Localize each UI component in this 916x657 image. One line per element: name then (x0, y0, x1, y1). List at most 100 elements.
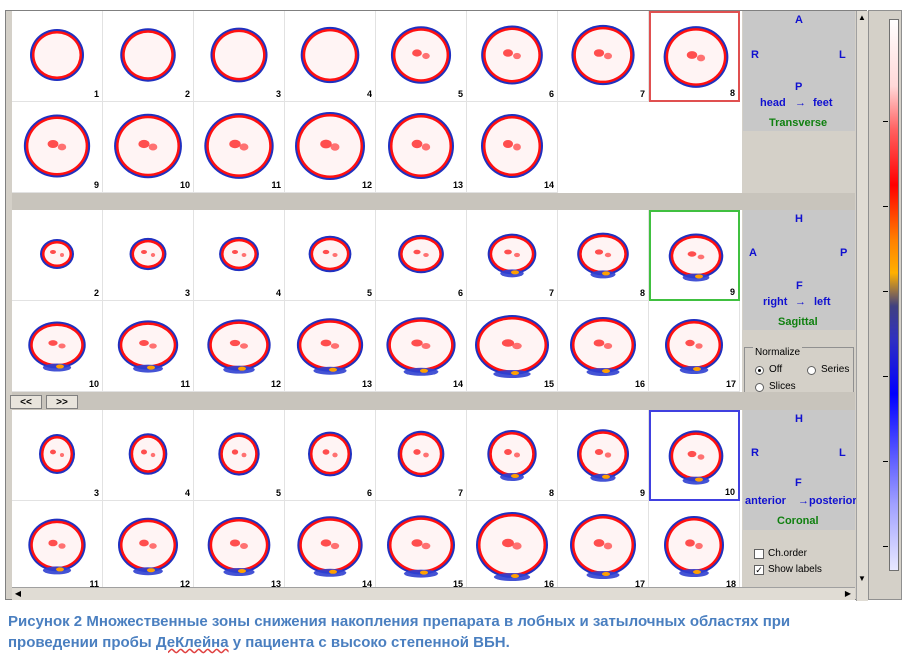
slice-number-label: 16 (543, 579, 554, 589)
color-scale-panel (868, 10, 902, 600)
slice-thumbnail[interactable]: 10 (649, 410, 740, 501)
slice-image (668, 233, 724, 282)
ch-order-label[interactable]: Ch.order (768, 548, 807, 559)
slice-thumbnail[interactable]: 13 (285, 301, 376, 392)
caption-line-2-end: у пациента с высоко степенной ВБН. (228, 634, 510, 651)
slice-thumbnail[interactable]: 17 (649, 301, 740, 392)
slice-image (207, 517, 271, 576)
slice-thumbnail[interactable]: 8 (558, 210, 649, 301)
slice-thumbnail[interactable]: 4 (103, 410, 194, 501)
slice-image (128, 433, 168, 475)
slice-image (664, 516, 724, 577)
next-page-button[interactable]: >> (46, 395, 78, 409)
slice-number-label: 2 (184, 89, 190, 99)
slice-image (207, 319, 271, 374)
slice-thumbnail[interactable]: 14 (467, 102, 558, 193)
show-labels-label[interactable]: Show labels (768, 564, 822, 575)
slice-image (118, 517, 178, 576)
slice-thumbnail[interactable]: 11 (12, 501, 103, 592)
slice-image (398, 234, 444, 274)
slice-thumbnail[interactable]: 7 (558, 11, 649, 102)
slice-thumbnail[interactable]: 11 (103, 301, 194, 392)
slice-thumbnail[interactable]: 15 (467, 301, 558, 392)
slice-thumbnail[interactable]: 7 (376, 410, 467, 501)
scroll-down-icon[interactable]: ▼ (858, 574, 866, 583)
slice-image (571, 24, 635, 86)
ch-order-checkbox[interactable] (754, 549, 764, 559)
slice-thumbnail[interactable]: 9 (558, 410, 649, 501)
normalize-series-radio[interactable] (807, 366, 816, 375)
slice-thumbnail[interactable]: 1 (12, 11, 103, 102)
orient-right-label: L (839, 447, 846, 459)
coronal-orientation-panel: H R L F anterior → posterior Coronal (743, 410, 857, 530)
slice-thumbnail[interactable]: 16 (558, 301, 649, 392)
slice-thumbnail[interactable]: 9 (12, 102, 103, 193)
slice-number-label: 10 (88, 379, 99, 389)
slice-number-label: 6 (457, 288, 463, 298)
slice-thumbnail[interactable]: 17 (558, 501, 649, 592)
orient-left-label: R (751, 447, 759, 459)
slice-image (481, 25, 543, 85)
prev-page-button[interactable]: << (10, 395, 42, 409)
slice-thumbnail[interactable]: 9 (649, 210, 740, 301)
slice-thumbnail[interactable]: 13 (194, 501, 285, 592)
slice-thumbnail[interactable]: 6 (467, 11, 558, 102)
slice-number-label: 14 (361, 579, 372, 589)
orient-direction-to: posterior (809, 495, 857, 507)
normalize-off-label[interactable]: Off (769, 364, 783, 375)
slice-thumbnail[interactable]: 11 (194, 102, 285, 193)
slice-thumbnail[interactable]: 10 (103, 102, 194, 193)
plane-label-sagittal: Sagittal (778, 316, 818, 328)
sagittal-separator (12, 392, 855, 410)
slice-thumbnail[interactable]: 18 (649, 501, 740, 592)
slice-thumbnail[interactable]: 5 (376, 11, 467, 102)
slice-thumbnail[interactable]: 2 (12, 210, 103, 301)
slice-thumbnail[interactable]: 8 (467, 410, 558, 501)
slice-image (476, 512, 548, 581)
slice-thumbnail[interactable]: 5 (194, 410, 285, 501)
slice-thumbnail[interactable]: 6 (376, 210, 467, 301)
sagittal-orientation-panel: H A P F right → left Sagittal (743, 210, 855, 330)
slice-thumbnail[interactable]: 4 (285, 11, 376, 102)
slice-image (570, 514, 636, 579)
slice-image (570, 317, 636, 376)
slice-number-label: 12 (179, 579, 190, 589)
slice-thumbnail[interactable]: 7 (467, 210, 558, 301)
slice-thumbnail[interactable]: 12 (194, 301, 285, 392)
slice-thumbnail[interactable]: 2 (103, 11, 194, 102)
vertical-scrollbar[interactable]: ▲ ▼ (856, 11, 868, 601)
slice-thumbnail[interactable]: 15 (376, 501, 467, 592)
slice-thumbnail[interactable]: 5 (285, 210, 376, 301)
orient-top-label: A (795, 14, 803, 26)
slice-number-label: 12 (270, 379, 281, 389)
slice-thumbnail[interactable]: 4 (194, 210, 285, 301)
slice-thumbnail[interactable]: 16 (467, 501, 558, 592)
scroll-up-icon[interactable]: ▲ (858, 13, 866, 22)
slice-number-label: 9 (639, 488, 645, 498)
slice-thumbnail[interactable]: 10 (12, 301, 103, 392)
slice-thumbnail[interactable]: 6 (285, 410, 376, 501)
slice-thumbnail[interactable]: 3 (103, 210, 194, 301)
slice-thumbnail[interactable]: 12 (285, 102, 376, 193)
normalize-slices-label[interactable]: Slices (769, 381, 796, 392)
slice-thumbnail[interactable]: 8 (649, 11, 740, 102)
normalize-series-label[interactable]: Series (821, 364, 850, 375)
slice-image (297, 516, 363, 577)
slice-thumbnail[interactable]: 14 (285, 501, 376, 592)
slice-number-label: 4 (366, 89, 372, 99)
slice-thumbnail[interactable]: 12 (103, 501, 194, 592)
slice-number-label: 11 (271, 180, 281, 190)
horizontal-scrollbar[interactable]: ◀ ▶ (12, 587, 855, 600)
slice-number-label: 5 (275, 488, 281, 498)
slice-thumbnail[interactable]: 3 (194, 11, 285, 102)
slice-image (300, 26, 360, 84)
show-labels-checkbox[interactable]: ✓ (754, 565, 764, 575)
slice-thumbnail[interactable]: 3 (12, 410, 103, 501)
slice-image (386, 317, 456, 376)
slice-thumbnail[interactable]: 14 (376, 301, 467, 392)
scroll-left-icon[interactable]: ◀ (14, 589, 22, 598)
slice-thumbnail[interactable]: 13 (376, 102, 467, 193)
normalize-off-radio[interactable] (755, 366, 764, 375)
scroll-right-icon[interactable]: ▶ (844, 589, 852, 598)
normalize-slices-radio[interactable] (755, 383, 764, 392)
